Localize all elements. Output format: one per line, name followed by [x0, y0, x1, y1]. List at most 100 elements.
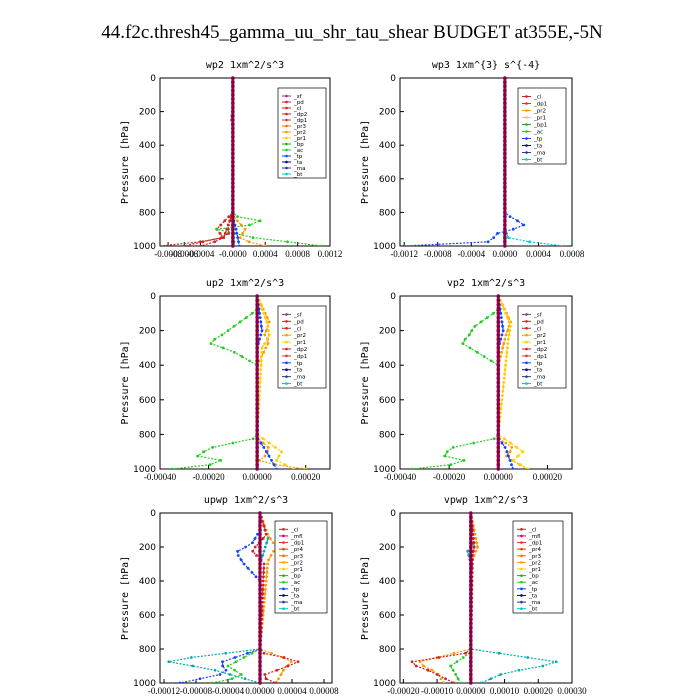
zero-profile-point [258, 549, 262, 554]
series-point [463, 337, 467, 341]
series-point [265, 337, 269, 341]
legend-label: _bp1 [533, 123, 547, 129]
zero-profile-point [231, 202, 235, 206]
y-tick-label: 600 [139, 175, 156, 185]
panel-title: wp3 1xm^{3} s^{-4} [432, 60, 540, 71]
series-point [526, 467, 530, 469]
legend-label: _dp1 [290, 541, 304, 547]
series-point [275, 668, 279, 672]
legend-label: _ac [293, 148, 303, 154]
series-point [167, 660, 171, 664]
zero-profile-point [503, 160, 507, 164]
series-point [509, 441, 512, 445]
series-point [473, 324, 477, 328]
legend-label: _ta [293, 368, 302, 374]
legend-marker [285, 112, 288, 116]
series-point [467, 333, 471, 337]
legend-label: _ta [290, 593, 299, 599]
series-point [452, 651, 456, 655]
x-tick-label: -0.00040 [144, 472, 177, 482]
zero-profile-point [496, 307, 501, 311]
y-tick-label: 800 [379, 208, 396, 218]
series-point [196, 454, 200, 458]
zero-profile-point [255, 311, 259, 316]
series-point [280, 450, 283, 454]
series-point [259, 320, 263, 324]
series-point [479, 681, 483, 683]
zero-profile-point [503, 240, 507, 244]
series-point [265, 575, 268, 579]
zero-profile-point [469, 659, 473, 664]
plot-frame [399, 295, 573, 470]
zero-profile-point [231, 147, 235, 152]
y-axis-label: Pressure [hPa] [120, 120, 131, 204]
x-tick-label: -0.0008 [154, 249, 182, 259]
series-point [251, 236, 255, 240]
zero-profile-point [231, 101, 235, 105]
zero-profile-point [258, 532, 262, 537]
series-point [468, 346, 472, 350]
series-point [261, 583, 265, 587]
series-line-dp1 [200, 78, 234, 246]
y-tick-label: 1000 [373, 242, 396, 252]
series-point [500, 402, 503, 406]
zero-profile-point [469, 587, 473, 592]
legend-marker [285, 382, 288, 385]
legend-marker [285, 340, 288, 344]
series-point [471, 549, 475, 553]
series-point [218, 673, 222, 676]
zero-profile-point [255, 398, 259, 402]
series-point [435, 673, 439, 676]
x-tick-label: 0.00030 [557, 686, 587, 696]
zero-profile-point [255, 372, 259, 376]
series-point [455, 660, 459, 664]
series-point [470, 329, 474, 332]
series-point [213, 240, 217, 244]
zero-profile-point [469, 570, 473, 575]
series-point [261, 596, 264, 600]
legend-label: _pr1 [293, 340, 306, 346]
series-point [504, 454, 508, 458]
zero-profile-point [231, 122, 235, 126]
legend-label: _dp1 [528, 541, 542, 547]
legend-marker [285, 106, 288, 110]
zero-profile-point [469, 574, 473, 579]
x-tick-label: 0.0004 [526, 249, 551, 259]
legend-label: _pr3 [290, 554, 304, 560]
y-tick-label: 800 [139, 645, 156, 655]
series-point [410, 660, 414, 664]
legend-marker [525, 123, 528, 126]
series-point [235, 232, 239, 235]
series-point [504, 441, 508, 445]
zero-profile-point [258, 655, 262, 660]
zero-profile-point [255, 410, 259, 415]
x-tick-label: -0.00020 [192, 472, 225, 482]
series-point [236, 215, 239, 219]
y-axis-label: Pressure [hPa] [120, 556, 131, 640]
zero-profile-point [255, 385, 259, 389]
x-tick-label: -0.00010 [421, 686, 454, 696]
series-point [266, 537, 270, 540]
series-point [265, 566, 269, 570]
series-point [248, 223, 251, 227]
series-line-pr1 [256, 296, 294, 469]
legend-label: _bt [293, 382, 303, 388]
legend-label: _tp [293, 154, 303, 160]
legend-label: _bt [533, 382, 543, 388]
zero-profile-point [255, 367, 259, 372]
series-point [504, 333, 508, 337]
legend-marker [282, 534, 285, 538]
series-point [489, 359, 493, 363]
series-point [199, 244, 202, 246]
legend-marker [520, 594, 523, 597]
series-point [451, 668, 455, 672]
zero-profile-point [258, 519, 262, 524]
series-point [236, 236, 240, 240]
series-point [258, 303, 262, 307]
y-tick-label: 0 [150, 292, 156, 302]
series-point [208, 463, 212, 467]
zero-profile-point [258, 553, 262, 558]
zero-profile-point [503, 109, 507, 114]
y-tick-label: 400 [379, 577, 396, 587]
